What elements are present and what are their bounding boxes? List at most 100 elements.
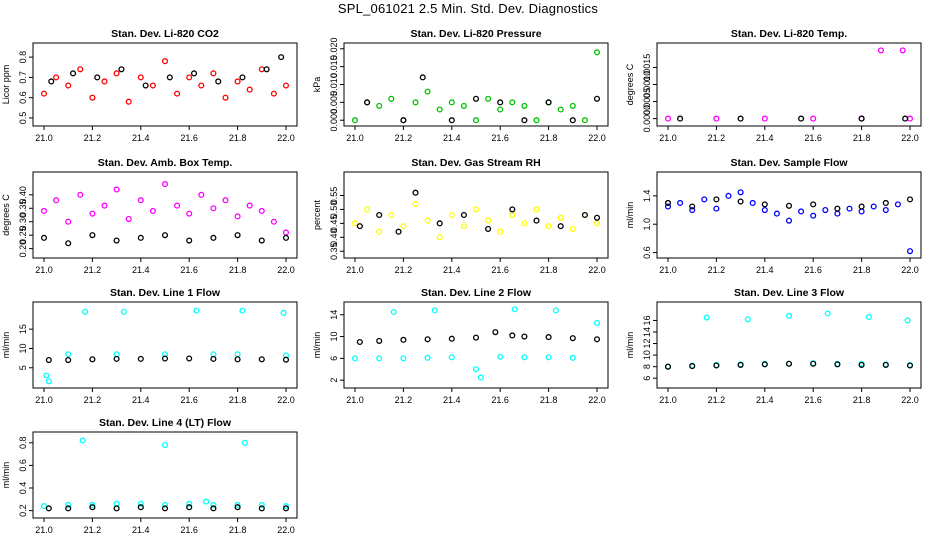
data-point	[761, 206, 768, 214]
data-point	[533, 206, 540, 213]
data-point	[521, 220, 528, 227]
data-point	[846, 205, 853, 212]
data-point	[785, 360, 793, 367]
plot-frame	[32, 42, 298, 127]
x-tick-label: 21.2	[84, 133, 102, 143]
x-tick-label: 21.6	[180, 133, 198, 143]
data-point	[424, 354, 431, 361]
data-point	[593, 319, 601, 326]
data-point	[113, 505, 120, 512]
figure-title: SPL_061021 2.5 Min. Std. Dev. Diagnostic…	[337, 1, 599, 16]
x-tick-label: 21.4	[756, 265, 774, 275]
y-tick-label: 0.35	[329, 242, 339, 260]
x-tick-label: 21.8	[540, 265, 558, 275]
data-point	[713, 362, 720, 369]
x-tick-label: 21.6	[491, 395, 509, 405]
data-point	[870, 203, 877, 210]
x-tick-label: 21.6	[180, 265, 198, 275]
data-point	[161, 441, 169, 449]
data-point	[79, 437, 86, 444]
plot-frame	[656, 171, 922, 259]
data-point	[137, 234, 144, 241]
y-tick-label: 0.50	[329, 201, 339, 219]
data-point	[509, 211, 516, 219]
data-point	[137, 197, 144, 204]
y-tick-label: 1.0	[642, 218, 652, 231]
y-tick-label: 0.20	[18, 240, 28, 258]
data-point	[101, 78, 108, 85]
x-tick-label: 21.8	[853, 133, 871, 143]
data-point	[258, 356, 265, 363]
data-point	[689, 363, 696, 370]
data-point	[40, 90, 48, 97]
x-tick-label: 21.2	[395, 133, 413, 143]
data-point	[82, 308, 89, 315]
data-point	[569, 354, 576, 361]
y-tick-label: 8	[642, 364, 652, 369]
data-point	[834, 361, 841, 368]
data-point	[581, 117, 588, 124]
data-point	[94, 74, 101, 81]
data-point	[412, 200, 419, 207]
data-point	[545, 334, 552, 341]
y-tick-label: 14	[642, 327, 652, 337]
y-tick-label: 0.7	[18, 71, 28, 84]
data-point	[210, 70, 217, 77]
data-point	[280, 309, 287, 317]
data-point	[376, 102, 383, 109]
data-point	[193, 307, 200, 314]
data-point	[593, 220, 601, 227]
panel-title: Stan. Dev. Gas Stream RH	[411, 157, 540, 169]
plot-frame	[656, 42, 922, 127]
data-point	[521, 354, 528, 361]
x-tick-label: 21.0	[346, 395, 364, 405]
x-tick-label: 21.4	[132, 395, 150, 405]
data-point	[113, 70, 120, 77]
data-point	[161, 505, 169, 512]
x-tick-label: 21.0	[35, 133, 53, 143]
chart-panel-6: Stan. Dev. Sample Flow ml/min 21.0 21.2 21.4…	[625, 157, 922, 275]
data-point	[356, 223, 363, 230]
data-point	[282, 356, 290, 363]
data-point	[865, 313, 872, 321]
data-point	[65, 240, 72, 247]
data-point	[137, 74, 144, 81]
data-point	[234, 78, 241, 85]
data-point	[497, 228, 504, 235]
data-point	[77, 191, 84, 198]
data-point	[258, 207, 265, 215]
y-axis-label: ml/min	[625, 202, 635, 229]
x-tick-label: 22.0	[277, 395, 295, 405]
data-point	[137, 355, 144, 362]
y-tick-label: 0.8	[18, 51, 28, 64]
y-tick-label: 0.40	[329, 229, 339, 247]
data-point	[142, 82, 149, 89]
data-point	[234, 504, 241, 511]
x-tick-label: 21.2	[84, 395, 102, 405]
x-tick-label: 21.8	[229, 525, 247, 535]
x-tick-label: 21.4	[443, 133, 461, 143]
data-point	[785, 217, 793, 224]
data-point	[246, 86, 253, 93]
data-point	[89, 504, 96, 511]
y-tick-label: 0.8	[18, 437, 28, 450]
data-point	[761, 361, 768, 368]
data-point	[210, 505, 217, 512]
data-point	[258, 505, 265, 512]
x-tick-label: 21.0	[659, 265, 677, 275]
y-axis-label: ml/min	[1, 462, 11, 489]
data-point	[664, 115, 672, 122]
data-point	[419, 74, 426, 81]
data-point	[485, 225, 492, 232]
y-tick-label: 0.015	[329, 55, 339, 78]
data-point	[904, 317, 911, 324]
plot-frame	[32, 431, 298, 519]
data-point	[545, 354, 552, 361]
data-point	[210, 355, 217, 362]
data-point	[533, 117, 540, 124]
data-point	[436, 234, 443, 241]
data-point	[234, 501, 241, 509]
data-point	[521, 333, 528, 340]
data-point	[424, 336, 431, 343]
data-point	[593, 95, 601, 102]
